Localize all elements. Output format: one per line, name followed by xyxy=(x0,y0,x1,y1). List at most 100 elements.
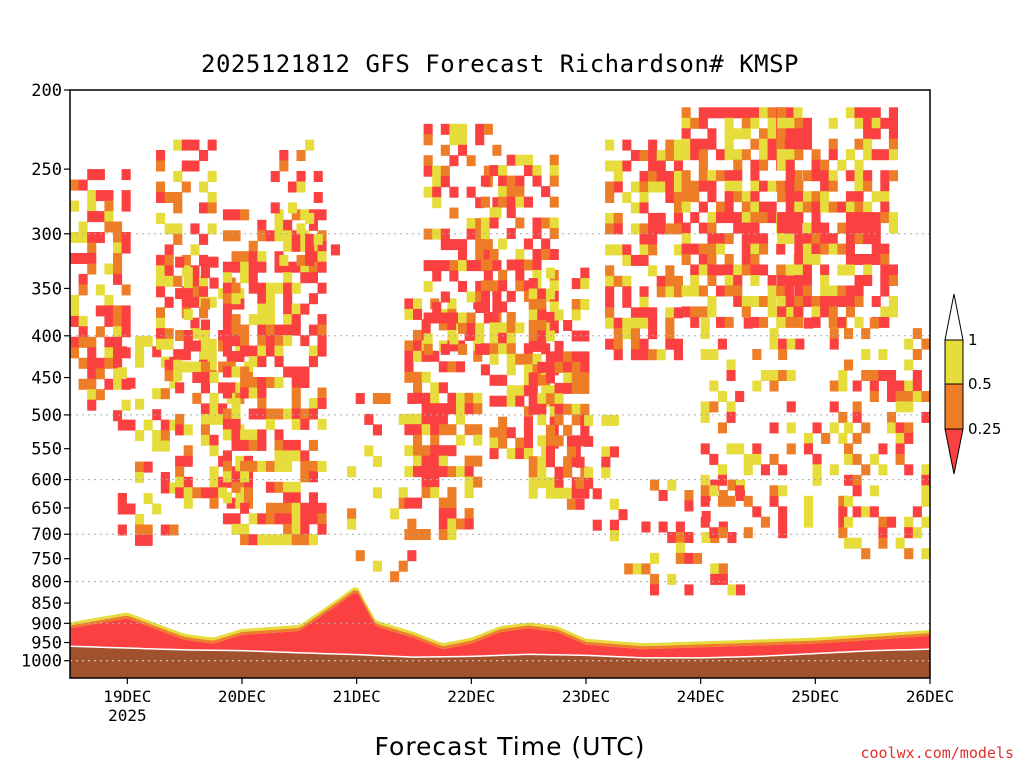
ri-cell xyxy=(854,180,864,192)
x-axis-title: Forecast Time (UTC) xyxy=(374,732,646,761)
ri-cell xyxy=(135,335,145,347)
ri-cell xyxy=(777,222,787,234)
ri-cell xyxy=(218,476,228,488)
ri-cell xyxy=(673,338,683,350)
ri-cell xyxy=(545,372,555,384)
ri-cell xyxy=(584,414,594,426)
ri-cell xyxy=(736,584,746,596)
ri-cell xyxy=(549,280,559,292)
ri-cell xyxy=(741,107,751,119)
ri-cell xyxy=(667,532,677,543)
ri-cell xyxy=(921,391,931,402)
ri-cell xyxy=(231,293,241,305)
ri-cell xyxy=(270,171,280,182)
ri-cell xyxy=(156,307,166,319)
ri-cell xyxy=(300,230,310,242)
ri-cell xyxy=(421,466,431,478)
ri-cell xyxy=(430,445,440,457)
ri-cell xyxy=(828,306,838,318)
ri-cell xyxy=(820,264,830,276)
y-tick-label: 700 xyxy=(31,525,62,545)
ri-cell xyxy=(609,498,619,510)
ri-cell xyxy=(648,328,658,340)
ri-cell xyxy=(390,571,400,583)
ri-cell xyxy=(265,534,275,546)
ri-cell xyxy=(733,191,743,203)
ri-cell xyxy=(698,117,708,129)
ri-cell xyxy=(650,573,660,585)
ri-cell xyxy=(690,316,700,328)
ri-cell xyxy=(752,506,762,518)
ri-cell xyxy=(498,427,508,439)
ri-cell xyxy=(222,272,232,284)
ri-cell xyxy=(777,149,787,161)
ri-cell xyxy=(707,243,717,255)
ri-cell xyxy=(759,212,769,224)
ri-cell xyxy=(605,160,615,172)
ri-cell xyxy=(181,254,191,266)
ri-cell xyxy=(878,349,888,360)
ri-cell xyxy=(701,532,711,543)
ri-cell xyxy=(622,244,632,256)
ri-cell xyxy=(707,180,717,192)
ri-cell xyxy=(113,347,123,359)
ri-cell xyxy=(291,481,301,493)
ri-cell xyxy=(811,296,821,307)
ri-cell xyxy=(709,527,719,539)
ri-cell xyxy=(135,514,145,525)
ri-cell xyxy=(413,371,423,383)
ri-cell xyxy=(209,277,219,289)
ri-cell xyxy=(78,326,88,338)
ri-cell xyxy=(407,393,417,404)
ri-cell xyxy=(724,138,734,150)
ri-cell xyxy=(95,284,105,296)
ri-cell xyxy=(308,398,318,409)
ri-cell xyxy=(828,285,838,297)
ri-cell xyxy=(300,418,310,430)
colorbar-bottom-arrow xyxy=(944,428,964,475)
ri-cell xyxy=(449,260,459,272)
ri-cell xyxy=(820,275,830,286)
ri-cell xyxy=(639,307,649,319)
ri-cell xyxy=(794,296,804,307)
ri-cell xyxy=(458,249,468,261)
ri-cell xyxy=(404,424,414,436)
ri-cell xyxy=(681,243,691,255)
ri-cell xyxy=(104,221,114,233)
ri-cell xyxy=(854,159,864,171)
ri-cell xyxy=(183,487,193,499)
ri-cell xyxy=(164,296,174,308)
ri-cell xyxy=(743,317,753,329)
ri-cell xyxy=(700,516,710,528)
ri-cell xyxy=(87,378,97,390)
ri-cell xyxy=(291,282,301,294)
ri-cell xyxy=(838,527,848,539)
colorbar-label: 1 xyxy=(968,331,978,349)
ri-cell xyxy=(888,264,898,276)
ri-cell xyxy=(563,372,573,384)
ri-cell xyxy=(700,328,710,340)
ri-cell xyxy=(430,476,440,488)
ri-cell xyxy=(743,464,753,476)
ri-cell xyxy=(854,138,864,150)
ri-cell xyxy=(895,537,905,549)
ri-cell xyxy=(828,149,838,161)
ri-cell xyxy=(837,316,847,328)
ri-cell xyxy=(733,170,743,182)
ri-cell xyxy=(117,503,127,515)
ri-cell xyxy=(794,201,804,213)
credit-link[interactable]: coolwx.com/models xyxy=(860,744,1014,762)
ri-cell xyxy=(317,345,327,357)
ri-cell xyxy=(844,422,854,434)
ri-cell xyxy=(537,288,547,300)
ri-cell xyxy=(183,277,193,289)
y-tick-label: 1000 xyxy=(21,652,62,672)
ri-cell xyxy=(726,401,736,413)
ri-cell xyxy=(152,346,162,358)
ri-cell xyxy=(887,370,897,381)
ri-cell xyxy=(283,261,293,273)
ri-cell xyxy=(274,324,284,336)
ri-cell xyxy=(407,518,417,530)
ri-cell xyxy=(291,324,301,336)
